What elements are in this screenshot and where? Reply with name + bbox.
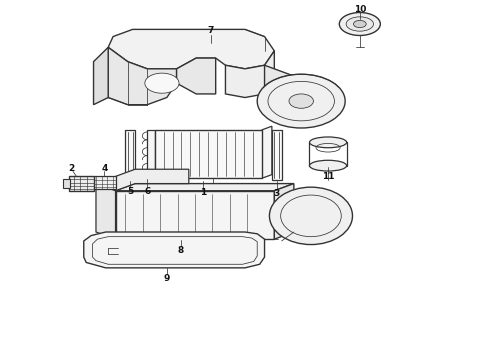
- Polygon shape: [262, 126, 272, 178]
- Text: 3: 3: [273, 189, 280, 198]
- Ellipse shape: [339, 13, 380, 36]
- Polygon shape: [84, 232, 265, 268]
- Text: 9: 9: [164, 274, 170, 283]
- Text: 6: 6: [144, 186, 150, 195]
- Polygon shape: [147, 130, 155, 178]
- Polygon shape: [265, 65, 304, 108]
- Ellipse shape: [346, 17, 373, 31]
- Polygon shape: [108, 47, 176, 105]
- Polygon shape: [63, 179, 70, 188]
- Polygon shape: [94, 176, 116, 189]
- Text: 2: 2: [69, 164, 74, 173]
- Ellipse shape: [310, 160, 346, 171]
- Text: 4: 4: [101, 164, 107, 173]
- Polygon shape: [96, 184, 116, 239]
- Ellipse shape: [145, 73, 179, 93]
- Text: 10: 10: [354, 5, 366, 14]
- Polygon shape: [274, 184, 294, 239]
- Ellipse shape: [310, 137, 346, 148]
- Text: 8: 8: [177, 246, 184, 255]
- Polygon shape: [69, 176, 94, 191]
- Ellipse shape: [270, 187, 352, 244]
- Polygon shape: [94, 47, 108, 105]
- Polygon shape: [176, 58, 216, 94]
- Polygon shape: [225, 51, 274, 98]
- Polygon shape: [272, 130, 282, 180]
- Text: 11: 11: [322, 172, 334, 181]
- Ellipse shape: [353, 21, 366, 28]
- Ellipse shape: [257, 74, 345, 128]
- Text: 7: 7: [208, 26, 214, 35]
- Polygon shape: [116, 191, 274, 239]
- Polygon shape: [108, 30, 274, 69]
- Polygon shape: [116, 169, 189, 191]
- Ellipse shape: [289, 94, 314, 108]
- Text: 1: 1: [200, 188, 207, 197]
- Polygon shape: [155, 130, 262, 178]
- Polygon shape: [116, 184, 294, 191]
- Text: 5: 5: [127, 186, 133, 195]
- Polygon shape: [125, 130, 135, 180]
